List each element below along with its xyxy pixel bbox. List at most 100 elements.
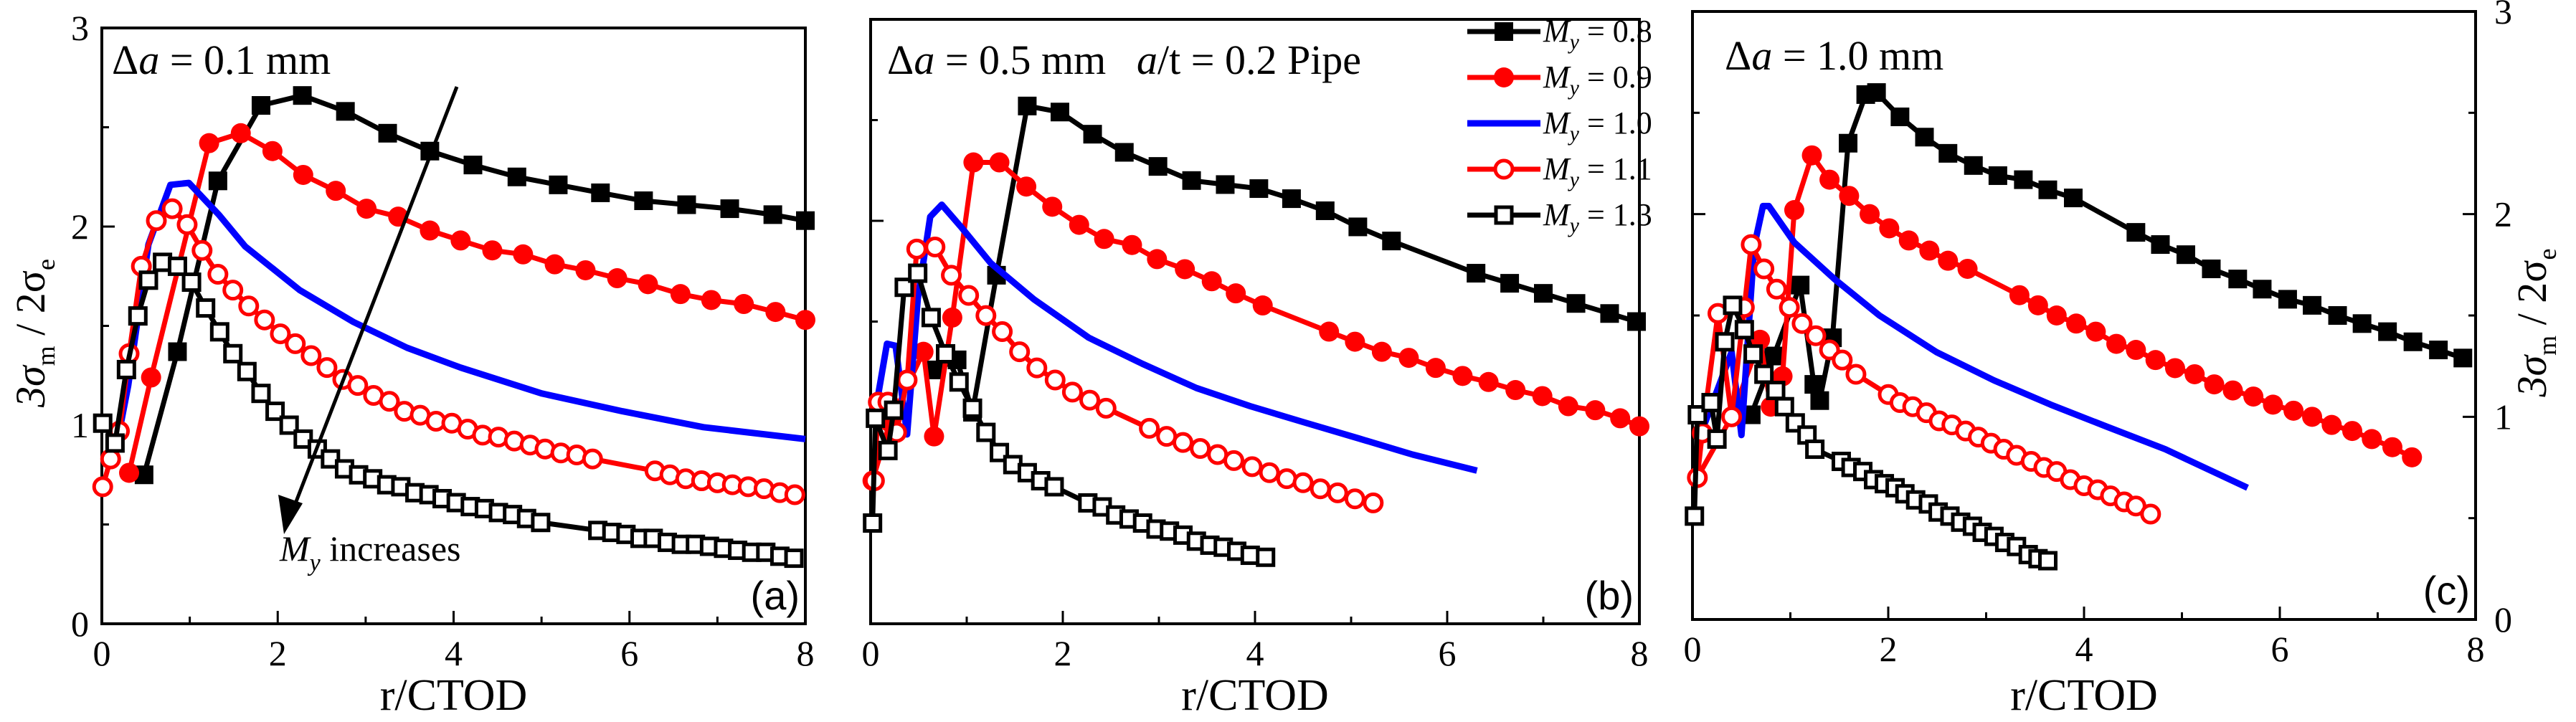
x-tick-label: 2 bbox=[1054, 633, 1072, 673]
filled-circle-marker bbox=[2085, 321, 2106, 342]
crack-growth-annotation: Δa = 0.1 mm bbox=[112, 37, 331, 83]
filled-square-marker bbox=[2303, 295, 2322, 315]
y-tick-label: 2 bbox=[2494, 194, 2512, 234]
filled-square-marker bbox=[1495, 22, 1513, 41]
x-tick-label: 4 bbox=[2075, 629, 2093, 669]
text-part: a bbox=[138, 37, 159, 83]
filled-square-marker bbox=[1964, 156, 1983, 175]
open-circle-marker bbox=[1139, 417, 1160, 439]
filled-square-marker bbox=[1500, 274, 1520, 293]
text-part: /t = 0.2 Pipe bbox=[1157, 37, 1361, 83]
open-square-marker bbox=[949, 372, 969, 392]
filled-square-marker bbox=[1467, 264, 1486, 283]
text-part: Δ bbox=[112, 37, 138, 83]
open-circle-marker bbox=[582, 448, 603, 470]
filled-circle-marker bbox=[326, 181, 346, 201]
filled-circle-marker bbox=[1784, 200, 1804, 221]
open-circle-marker bbox=[1327, 482, 1348, 503]
legend-item: My = 1.0 bbox=[1467, 105, 1652, 146]
x-tick-label: 4 bbox=[445, 633, 463, 673]
filled-circle-marker bbox=[199, 133, 219, 153]
filled-circle-marker bbox=[942, 307, 962, 328]
x-tick-label: 0 bbox=[93, 633, 111, 673]
open-circle-marker bbox=[100, 448, 121, 470]
filled-circle-marker bbox=[670, 284, 691, 305]
filled-circle-marker bbox=[2321, 414, 2342, 435]
series-my-13 bbox=[1685, 295, 2058, 571]
filled-square-marker bbox=[2176, 245, 2195, 265]
filled-circle-marker bbox=[2402, 447, 2423, 467]
filled-circle-marker bbox=[575, 260, 596, 280]
filled-circle-marker bbox=[1201, 271, 1222, 292]
open-square-marker bbox=[1687, 405, 1708, 425]
filled-square-marker bbox=[1083, 125, 1102, 144]
series-my-11 bbox=[92, 198, 805, 505]
text-part: y bbox=[308, 550, 321, 576]
filled-square-marker bbox=[2278, 290, 2297, 309]
x-tick-label: 0 bbox=[862, 633, 880, 673]
filled-circle-marker bbox=[1252, 295, 1273, 316]
filled-square-marker bbox=[1018, 96, 1037, 115]
open-circle-marker bbox=[1241, 456, 1263, 478]
series-my-10 bbox=[116, 179, 806, 442]
open-square-marker bbox=[976, 422, 996, 442]
panel-label: (c) bbox=[2423, 568, 2470, 613]
filled-circle-marker bbox=[2243, 386, 2264, 407]
filled-circle-marker bbox=[513, 244, 534, 265]
open-square-marker bbox=[265, 402, 285, 422]
filled-circle-marker bbox=[1898, 230, 1919, 251]
filled-square-marker bbox=[2126, 223, 2146, 242]
filled-square-marker bbox=[1804, 375, 1824, 394]
text-part: M bbox=[1543, 197, 1571, 232]
y-tick-label: 1 bbox=[2494, 396, 2512, 437]
series-my-13 bbox=[863, 263, 1276, 567]
filled-square-marker bbox=[1216, 175, 1235, 194]
open-square-marker bbox=[116, 359, 136, 379]
filled-circle-marker bbox=[1069, 214, 1089, 235]
filled-circle-marker bbox=[1226, 283, 1246, 304]
filled-square-marker bbox=[634, 191, 653, 210]
filled-square-marker bbox=[507, 167, 526, 186]
open-square-marker bbox=[279, 415, 299, 435]
text-part: m bbox=[2533, 336, 2562, 356]
open-circle-marker bbox=[1791, 313, 1813, 334]
open-square-marker bbox=[921, 308, 941, 328]
open-circle-marker bbox=[254, 309, 275, 331]
filled-square-marker bbox=[1249, 179, 1269, 199]
text-part: = 0.8 bbox=[1579, 14, 1652, 49]
open-circle-marker bbox=[1009, 341, 1031, 363]
open-circle-marker bbox=[906, 238, 927, 260]
open-circle-marker bbox=[1026, 357, 1048, 379]
filled-circle-marker bbox=[420, 220, 440, 241]
open-square-marker bbox=[2037, 551, 2058, 571]
open-circle-marker bbox=[1061, 381, 1083, 403]
filled-circle-marker bbox=[293, 164, 313, 185]
series-line bbox=[933, 103, 1638, 415]
open-square-marker bbox=[321, 449, 341, 469]
open-circle-marker bbox=[300, 345, 322, 366]
y-axis-label: 3σm / 2σe bbox=[2509, 249, 2562, 398]
filled-circle-marker bbox=[2263, 394, 2283, 415]
open-circle-marker bbox=[784, 484, 805, 505]
open-circle-marker bbox=[176, 214, 198, 235]
filled-circle-marker bbox=[734, 294, 754, 315]
open-square-marker bbox=[1805, 440, 1825, 460]
filled-square-marker bbox=[1282, 189, 1301, 209]
filled-square-marker bbox=[378, 123, 397, 143]
open-square-marker bbox=[223, 343, 243, 364]
series-my-11 bbox=[863, 237, 1384, 513]
crack-growth-annotation: Δa = 1.0 mm bbox=[1725, 32, 1943, 79]
open-circle-marker bbox=[270, 323, 291, 345]
open-square-marker bbox=[878, 440, 898, 460]
open-circle-marker bbox=[1079, 389, 1101, 411]
filled-square-marker bbox=[2202, 259, 2221, 278]
geometry-annotation: a/t = 0.2 Pipe bbox=[1137, 37, 1361, 83]
open-circle-marker bbox=[1845, 364, 1867, 385]
trend-arrow-shaft bbox=[288, 86, 459, 517]
filled-square-marker bbox=[2378, 322, 2397, 341]
filled-circle-marker bbox=[450, 230, 471, 251]
open-circle-marker bbox=[975, 305, 997, 326]
open-circle-marker bbox=[238, 295, 260, 317]
